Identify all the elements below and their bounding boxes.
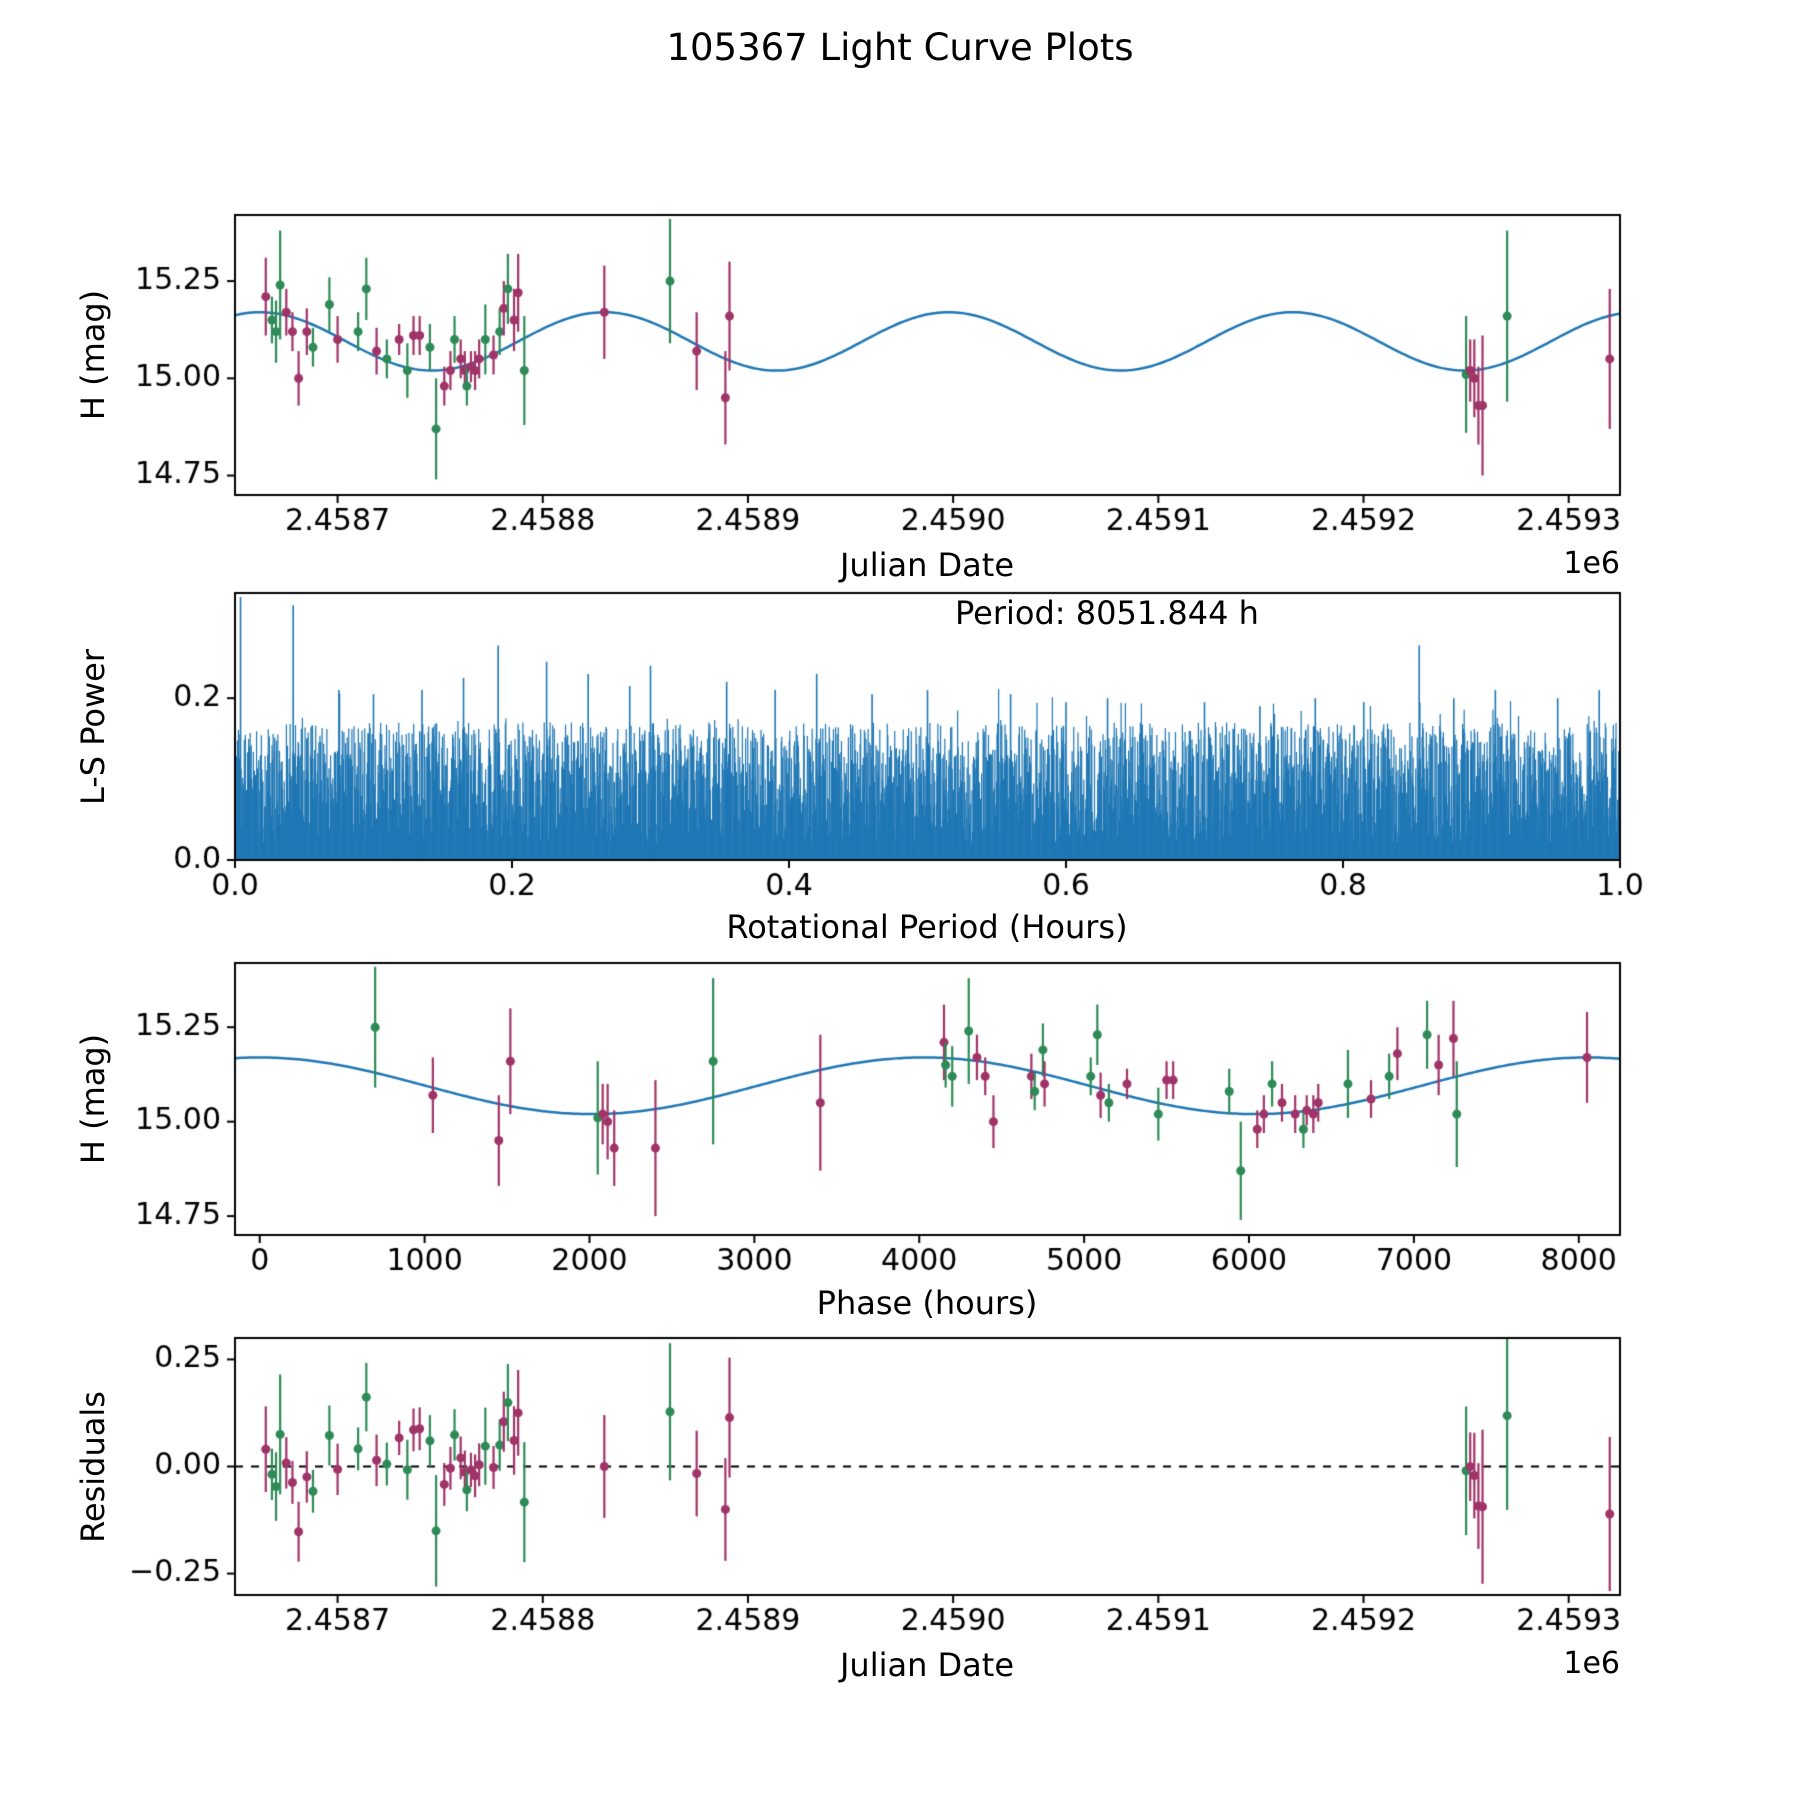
panel1-y-axis-label: H (mag) bbox=[74, 289, 112, 421]
panel3-y-axis-label: H (mag) bbox=[74, 1033, 112, 1165]
figure-title: 105367 Light Curve Plots bbox=[666, 26, 1134, 69]
panel4-y-axis-label: Residuals bbox=[74, 1391, 112, 1543]
panel2-y-axis-label: L-S Power bbox=[74, 648, 112, 806]
panel2-x-axis-label: Rotational Period (Hours) bbox=[726, 908, 1128, 946]
panel4-x-axis-label: Julian Date bbox=[839, 1646, 1015, 1684]
panel3-x-axis-label: Phase (hours) bbox=[816, 1284, 1038, 1322]
panel4-x-axis-offset-label: 1e6 bbox=[1563, 1646, 1620, 1681]
panel1-x-axis-offset-label: 1e6 bbox=[1563, 546, 1620, 581]
panel1-x-axis-label: Julian Date bbox=[839, 546, 1015, 584]
period-annotation: Period: 8051.844 h bbox=[955, 594, 1259, 632]
